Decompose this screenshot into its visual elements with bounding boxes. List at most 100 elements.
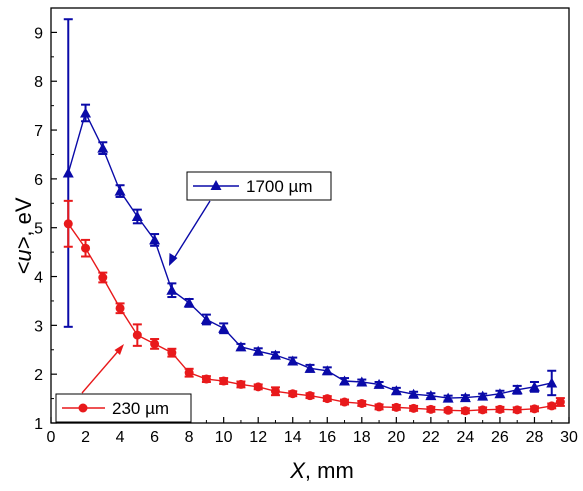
series-1700-point	[442, 392, 454, 403]
series-230-markers	[63, 219, 565, 416]
series-1700-point	[304, 362, 316, 373]
series-230-point	[236, 379, 246, 389]
y-axis-var: <u>	[11, 236, 36, 274]
series-1700-point	[321, 365, 333, 376]
series-230-point	[288, 389, 298, 399]
y-tick-label: 3	[34, 318, 43, 335]
series-230-point	[322, 394, 332, 404]
series-230-point	[167, 348, 177, 358]
x-tick-label: 0	[47, 429, 56, 446]
series-1700-point	[425, 390, 437, 401]
legend-230: 230 µm	[55, 393, 192, 423]
series-230-point	[201, 374, 211, 384]
series-230-point	[460, 406, 470, 416]
series-1700-point	[494, 388, 506, 399]
x-axis-title: X, mm	[289, 458, 354, 483]
series-230-point	[63, 219, 73, 229]
series-1700-line	[67, 111, 552, 399]
x-tick-label: 22	[422, 429, 440, 446]
series-1700-point	[166, 284, 178, 295]
series-230-point	[426, 404, 436, 414]
arrow-230-shaft	[81, 348, 121, 394]
x-tick-label: 26	[491, 429, 509, 446]
arrow-1700-head	[169, 253, 178, 266]
series-1700-point	[339, 375, 351, 386]
series-230-point	[512, 405, 522, 415]
series-1700-point	[252, 345, 264, 356]
y-tick-label: 2	[34, 367, 43, 384]
y-tick-label: 7	[34, 123, 43, 140]
series-230-point	[555, 397, 565, 407]
x-tick-label: 12	[249, 429, 267, 446]
y-axis-title: <u>, eV	[11, 197, 36, 274]
x-tick-label: 6	[150, 429, 159, 446]
y-tick-label: 4	[34, 270, 43, 287]
arrow-1700-shaft	[172, 200, 211, 261]
x-tick-label: 14	[284, 429, 302, 446]
series-230-point	[184, 368, 194, 378]
series-230-point	[495, 404, 505, 414]
series-230-point	[340, 397, 350, 407]
series-230-point	[253, 382, 263, 392]
series-1700-point	[80, 107, 92, 118]
y-tick-label: 6	[34, 172, 43, 189]
series-1700-polyline	[67, 111, 552, 399]
legend-1700-box	[186, 171, 332, 201]
series-230-point	[443, 405, 453, 415]
x-axis-unit: , mm	[305, 458, 354, 483]
series-1700-point	[62, 167, 74, 178]
x-tick-label: 30	[560, 429, 578, 446]
series-1700-point	[149, 234, 161, 245]
plot-frame	[50, 7, 570, 424]
legend-1700-swatch-marker	[210, 180, 222, 190]
series-1700-point	[287, 355, 299, 366]
series-230-point	[219, 376, 229, 386]
y-tick-label: 5	[34, 221, 43, 238]
series-1700-point	[183, 297, 195, 308]
series-230-point	[357, 398, 367, 408]
y-axis-unit: , eV	[11, 197, 36, 236]
series-1700-point	[269, 349, 281, 360]
legend-230-swatch-marker	[78, 403, 88, 413]
series-1700-point	[200, 313, 212, 324]
series-1700-point	[218, 322, 230, 333]
series-230-line	[67, 223, 561, 412]
x-tick-label: 24	[457, 429, 475, 446]
x-tick-label: 16	[318, 429, 336, 446]
x-tick-label: 4	[116, 429, 125, 446]
series-230-point	[81, 243, 91, 253]
series-1700-point	[408, 388, 420, 399]
x-axis-var: X	[289, 458, 306, 483]
series-1700-point	[546, 377, 558, 388]
arrow-230-head	[114, 344, 124, 355]
series-230-point	[270, 386, 280, 396]
series-1700-point	[477, 390, 489, 401]
series-1700-point	[528, 381, 540, 392]
x-tick-label: 2	[81, 429, 90, 446]
legend-1700-label: 1700 µm	[246, 177, 313, 196]
series-230-point	[547, 401, 557, 411]
y-tick-label: 1	[34, 416, 43, 433]
y-tick-label: 8	[34, 74, 43, 91]
series-1700-point	[459, 392, 471, 403]
series-1700-point	[114, 185, 126, 196]
x-tick-label: 28	[526, 429, 544, 446]
x-tick-label: 20	[387, 429, 405, 446]
series-1700-point	[390, 385, 402, 396]
series-1700-point	[356, 376, 368, 387]
x-tick-label: 8	[185, 429, 194, 446]
series-1700-point	[235, 341, 247, 352]
series-1700-point	[373, 378, 385, 389]
series-230-point	[374, 402, 384, 412]
series-230-point	[391, 402, 401, 412]
series-230-point	[132, 330, 142, 340]
y-tick-label: 9	[34, 25, 43, 42]
legend-1700: 1700 µm	[186, 171, 332, 201]
series-230-point	[529, 404, 539, 414]
series-230-point	[478, 405, 488, 415]
series-1700-markers	[62, 107, 558, 403]
series-1700-point	[131, 210, 143, 221]
series-230-point	[305, 391, 315, 401]
y-axis: 1 2 3 4 5 6 7 8 9	[34, 7, 57, 433]
